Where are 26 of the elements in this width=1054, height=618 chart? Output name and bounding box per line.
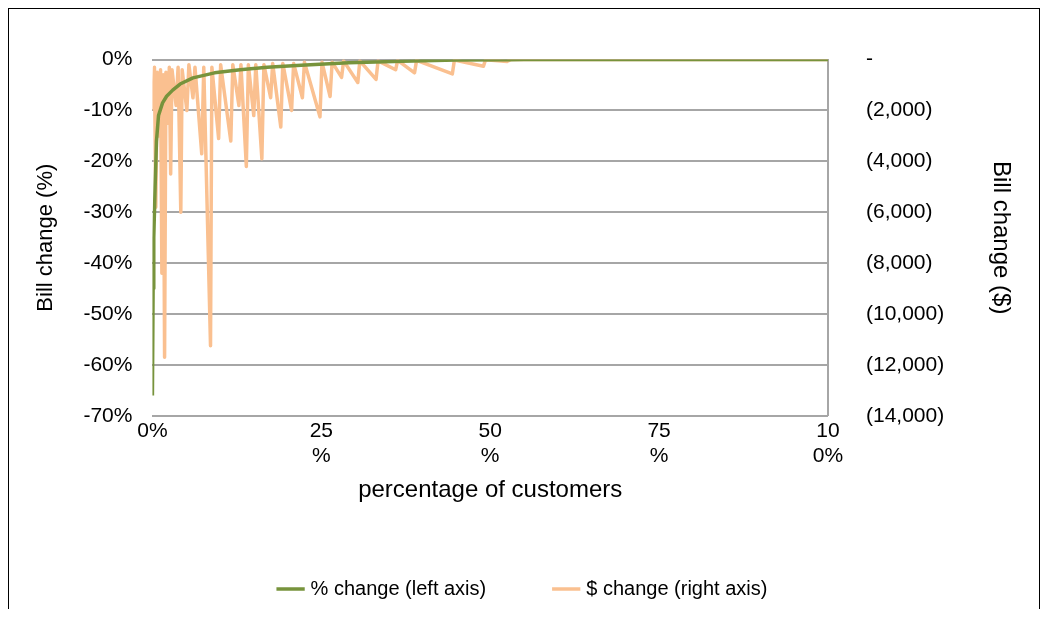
y-tick-label: -20% <box>83 148 133 172</box>
y2-tick-label: (8,000) <box>865 249 933 273</box>
y-tick-label: -30% <box>83 199 133 223</box>
y2-tick-label: (4,000) <box>865 148 933 172</box>
x-tick-label: 0% <box>137 418 168 442</box>
y2-axis-title: Bill change ($) <box>988 160 1016 315</box>
y-tick-label: -10% <box>83 97 133 121</box>
x-axis-title: percentage of customers <box>358 475 623 503</box>
y2-tick-label: (2,000) <box>865 97 933 121</box>
x-tick-label: 50% <box>478 418 502 467</box>
y2-tick-label: (6,000) <box>865 199 933 223</box>
y2-tick-label: (12,000) <box>865 351 945 375</box>
y2-tick-label: (14,000) <box>865 402 945 426</box>
y-tick-label: -60% <box>83 351 133 375</box>
y-tick-label: -50% <box>83 300 133 324</box>
y-tick-label: -40% <box>83 249 133 273</box>
y2-tick-label: (10,000) <box>865 300 945 324</box>
legend-label: % change (left axis) <box>310 576 487 599</box>
x-tick-label: 75% <box>647 418 671 467</box>
y-axis-title: Bill change (%) <box>32 163 58 312</box>
legend-label: $ change (right axis) <box>586 576 768 599</box>
y-tick-label: 0% <box>102 46 133 70</box>
y2-tick-label: - <box>865 46 873 70</box>
y-tick-label: -70% <box>83 402 133 426</box>
x-tick-label: 25% <box>309 418 333 467</box>
x-tick-label: 100% <box>812 418 844 467</box>
